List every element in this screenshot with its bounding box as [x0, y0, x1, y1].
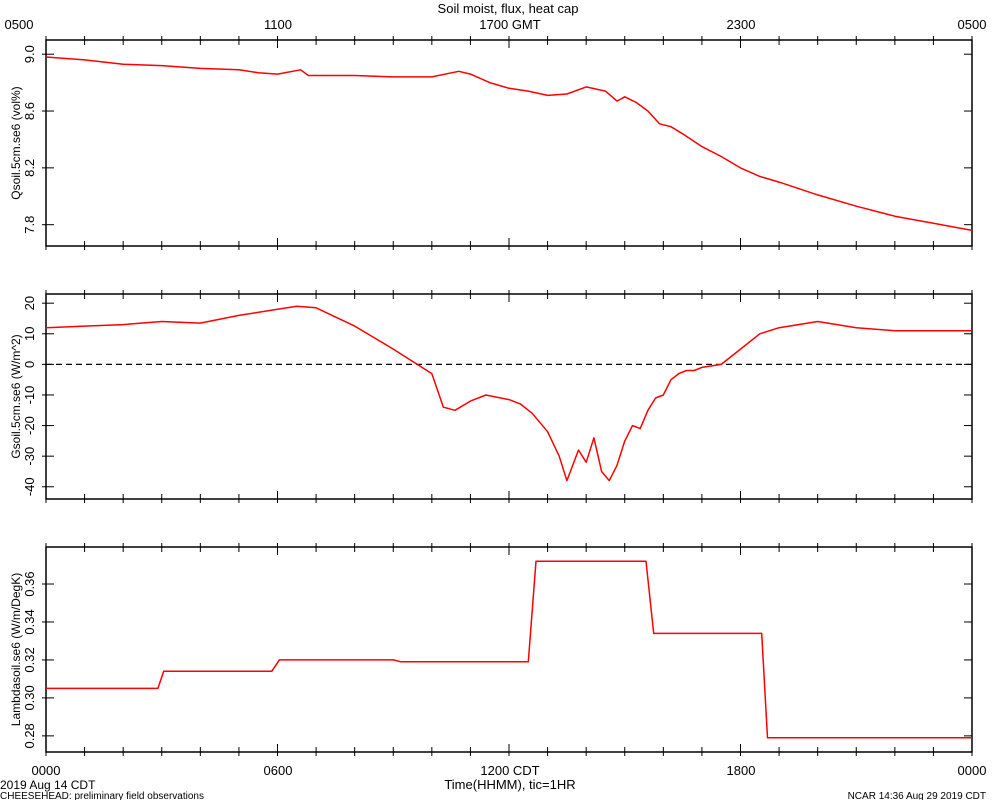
panel-2: -40 -30 -20 -10 0 10 20 Gsoil.5cm.se6 (W/m^2): [9, 290, 973, 503]
plot-frame: [45, 293, 973, 500]
plot-frame: [45, 546, 973, 753]
top-tick-label: 2300: [727, 17, 756, 32]
top-tick-label: 1100: [264, 17, 292, 32]
y-tick-label: 20: [22, 296, 37, 310]
y-tick-label: -20: [22, 416, 37, 435]
top-tick-label: 0500: [958, 17, 987, 32]
y-tick-label: -30: [22, 447, 37, 466]
y-tick-label: 0.32: [22, 647, 37, 672]
series-line: [45, 56, 973, 232]
bottom-tick-label: 1200 CDT: [480, 763, 539, 778]
y-axis-label: Lambdasoil.se6 (W/m/DegK): [9, 573, 23, 726]
y-tick-label: 0.36: [22, 571, 37, 596]
y-axis-label: Gsoil.5cm.se6 (W/m^2): [9, 334, 23, 458]
series-line: [46, 560, 972, 739]
series-line: [45, 305, 972, 482]
footer-stamp: NCAR 14:36 Aug 29 2019 CDT: [848, 791, 986, 800]
bottom-tick-label: 0600: [264, 763, 293, 778]
chart-title: Soil moist, flux, heat cap: [438, 1, 579, 16]
y-tick-label: 0.30: [22, 685, 37, 710]
plot-frame: [45, 39, 973, 247]
y-tick-label: 9.0: [22, 45, 37, 63]
footer-date: 2019 Aug 14 CDT: [0, 778, 96, 792]
y-tick-label: 8.2: [22, 159, 37, 177]
bottom-tick-label: 0000: [958, 763, 987, 778]
bottom-axis-labels: 0000 0600 1200 CDT 1800 0000: [32, 763, 987, 778]
y-tick-label: 0.34: [22, 609, 37, 634]
panel-1: 7.8 8.2 8.6 9.0 Qsoil.5cm.se6 (vol%): [9, 36, 973, 250]
top-tick-label: 1700 GMT: [479, 17, 540, 32]
y-axis-label: Qsoil.5cm.se6 (vol%): [9, 86, 23, 199]
y-tick-label: 7.8: [22, 216, 37, 234]
x-axis-label: Time(HHMM), tic=1HR: [444, 777, 575, 792]
bottom-tick-label: 0000: [32, 763, 61, 778]
panels: 7.8 8.2 8.6 9.0 Qsoil.5cm.se6 (vol%) -40 -30 -2…: [9, 36, 973, 756]
y-tick-label: 0.28: [22, 723, 37, 748]
top-tick-label: 0500: [5, 17, 34, 32]
bottom-tick-label: 1800: [727, 763, 756, 778]
y-tick-label: -40: [22, 477, 37, 496]
y-tick-label: -10: [22, 386, 37, 405]
y-tick-label: 10: [22, 327, 37, 341]
y-tick-label: 0: [22, 361, 37, 368]
top-axis-labels: 0500 1100 1700 GMT 2300 0500: [5, 17, 987, 32]
y-tick-label: 8.6: [22, 102, 37, 120]
footer-project: CHEESEHEAD: preliminary field observatio…: [0, 791, 204, 800]
